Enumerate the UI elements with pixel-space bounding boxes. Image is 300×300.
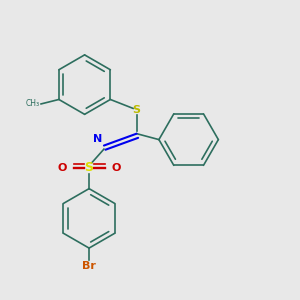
Text: CH₃: CH₃ xyxy=(26,99,40,108)
Text: O: O xyxy=(111,163,121,173)
Text: Br: Br xyxy=(82,261,96,271)
Text: N: N xyxy=(93,134,102,144)
Text: S: S xyxy=(133,105,141,115)
Text: S: S xyxy=(85,161,94,174)
Text: O: O xyxy=(57,163,67,173)
